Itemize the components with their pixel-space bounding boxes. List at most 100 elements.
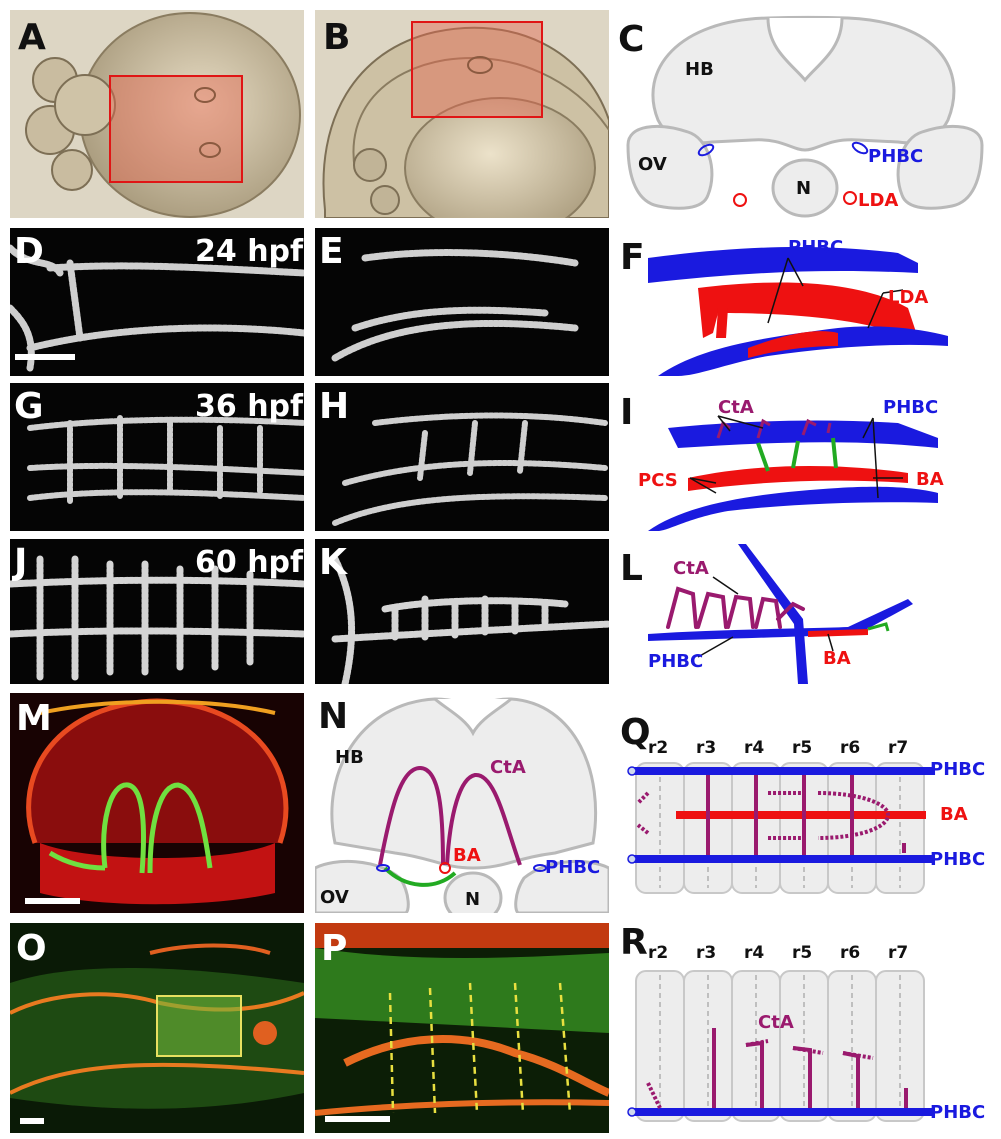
panel-b-embryo-lateral: B	[315, 10, 609, 218]
panel-label-i: I	[620, 392, 634, 433]
label-ba: BA	[940, 804, 968, 825]
cta-right	[445, 773, 522, 866]
rhombomere-label: r7	[888, 943, 908, 963]
phbc-left-marker	[697, 143, 715, 157]
label-ov: OV	[638, 154, 667, 175]
label-hb: HB	[685, 59, 714, 80]
phbc-right-marker	[851, 141, 869, 155]
lda-vessel	[698, 282, 918, 338]
label-n: N	[796, 178, 811, 199]
label-phbc: PHBC	[930, 1102, 985, 1123]
panel-label-b: B	[323, 17, 351, 58]
cta-left	[378, 765, 445, 866]
ba-vessel	[688, 466, 908, 491]
rhombomere-label: r2	[648, 943, 668, 963]
rhombomere-label: r7	[888, 738, 908, 758]
panel-label-f: F	[620, 237, 645, 278]
panel-k-vasculature-60hpf-lateral: K	[315, 539, 609, 684]
label-n: N	[465, 889, 480, 910]
panel-label-h: H	[319, 386, 350, 427]
timepoint-label-24hpf: 24 hpf	[195, 234, 304, 269]
label-ov: OV	[320, 887, 349, 908]
panel-label-l: L	[620, 548, 643, 589]
panel-p-fluorescent-zoom: P	[315, 923, 609, 1133]
label-phbc: PHBC	[868, 146, 923, 167]
phbc-vessel-lower	[648, 486, 938, 531]
rhombomere-label: r3	[696, 943, 716, 963]
label-ba: BA	[453, 845, 481, 866]
region-of-interest-box	[156, 995, 242, 1057]
phbc-vessel-top	[632, 767, 932, 775]
label-phbc: PHBC	[930, 849, 985, 870]
panel-r-rhombomere-cta-schematic: r2 r3 r4 r5 r6 r7 CtA PHBC R	[618, 923, 992, 1133]
panel-n-cross-section-schematic: HB CtA BA OV N PHBC N	[315, 693, 609, 913]
panel-label-d: D	[14, 231, 44, 272]
rhombomere-label: r4	[744, 738, 764, 758]
phbc-vessel-upper	[648, 246, 918, 283]
label-phbc: PHBC	[883, 397, 938, 418]
rhombomere-label: r6	[840, 738, 860, 758]
lda-lower-segment	[748, 331, 838, 358]
scale-bar	[15, 354, 75, 360]
panel-label-c: C	[618, 19, 645, 60]
ba-vessel	[676, 811, 926, 819]
label-cta: CtA	[490, 757, 526, 778]
panel-l-schematic-60hpf: CtA PHBC BA L	[618, 539, 992, 684]
panel-label-o: O	[16, 928, 47, 969]
panel-label-n: N	[318, 696, 349, 737]
lda-left-marker	[733, 193, 747, 207]
timepoint-label-36hpf: 36 hpf	[195, 389, 304, 424]
panel-g-vasculature-36hpf-dorsal: G 36 hpf	[10, 383, 304, 531]
rhombomere-label: r4	[744, 943, 764, 963]
panel-label-g: G	[14, 386, 44, 427]
label-cta: CtA	[758, 1012, 794, 1033]
lda-branch	[716, 308, 728, 338]
region-of-interest-box	[411, 21, 543, 118]
phbc-ascending-branch	[738, 544, 808, 684]
panel-d-vasculature-24hpf-dorsal: D 24 hpf	[10, 228, 304, 376]
panel-label-e: E	[319, 231, 344, 272]
panel-label-j: J	[14, 542, 28, 583]
panel-i-schematic-36hpf: CtA PHBC PCS BA I	[618, 383, 992, 531]
scale-bar	[325, 1116, 390, 1122]
panel-f-schematic-24hpf: PHBC LDA F	[618, 228, 992, 376]
label-hb: HB	[335, 747, 364, 768]
panel-j-vasculature-60hpf-dorsal: J 60 hpf	[10, 539, 304, 684]
label-ba: BA	[916, 469, 944, 490]
label-ba: BA	[823, 648, 851, 669]
lda-right-marker	[843, 191, 857, 205]
panel-m-fluorescent-cross-section: M	[10, 693, 304, 913]
rhombomere-label: r6	[840, 943, 860, 963]
label-phbc: PHBC	[930, 759, 985, 780]
label-phbc: PHBC	[648, 651, 703, 672]
vessel-green	[383, 866, 457, 887]
scale-bar	[25, 898, 80, 904]
panel-label-q: Q	[620, 712, 651, 753]
timepoint-label-60hpf: 60 hpf	[195, 545, 304, 580]
panel-label-a: A	[18, 17, 46, 58]
panel-q-rhombomere-schematic: r2 r3 r4 r5 r6 r7 PHBC BA PHBC Q	[618, 693, 992, 913]
phbc-vessel-lower	[658, 326, 948, 376]
panel-label-k: K	[319, 542, 347, 583]
phbc-vessel	[632, 1108, 932, 1116]
label-phbc: PHBC	[788, 237, 843, 258]
panel-label-r: R	[620, 923, 648, 963]
label-lda: LDA	[858, 190, 898, 211]
panel-e-vasculature-24hpf-lateral: E	[315, 228, 609, 376]
ba-vessel	[808, 629, 868, 637]
rhombomere-label: r5	[792, 943, 812, 963]
panel-c-cross-section-schematic: HB OV N PHBC LDA C	[618, 10, 992, 218]
panel-label-p: P	[321, 928, 348, 969]
panel-a-embryo-dorsal: A	[10, 10, 304, 218]
rhombomere-label: r2	[648, 738, 668, 758]
label-pcs: PCS	[638, 470, 678, 491]
label-phbc: PHBC	[545, 857, 600, 878]
rhombomere-label: r3	[696, 738, 716, 758]
label-cta: CtA	[718, 397, 754, 418]
region-of-interest-box	[109, 75, 243, 183]
label-cta: CtA	[673, 558, 709, 579]
phbc-vessel-bottom	[632, 855, 932, 863]
panel-h-vasculature-36hpf-lateral: H	[315, 383, 609, 531]
rhombomere-label: r5	[792, 738, 812, 758]
panel-o-fluorescent-lateral: O	[10, 923, 304, 1133]
